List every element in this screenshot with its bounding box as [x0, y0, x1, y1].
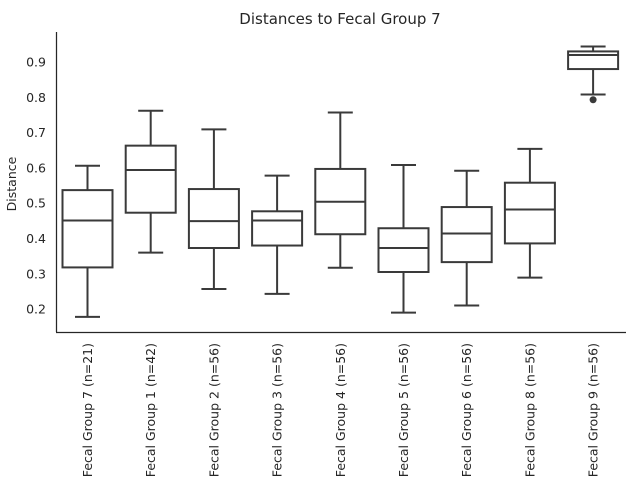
y-tick-label: 0.3 — [26, 266, 46, 281]
x-tick-label: Fecal Group 7 (n=21) — [80, 343, 95, 477]
box-iqr — [124, 144, 177, 214]
x-tick-label: Fecal Group 8 (n=56) — [522, 343, 537, 477]
y-tick-labels: 0.2 0.3 0.4 0.5 0.6 0.7 0.8 0.9 — [26, 55, 46, 317]
box-iqr — [61, 189, 114, 269]
box-group — [377, 164, 430, 314]
y-tick-label: 0.8 — [26, 90, 46, 105]
box-group — [440, 169, 493, 307]
y-tick-label: 0.7 — [26, 125, 46, 140]
x-tick-label: Fecal Group 4 (n=56) — [333, 343, 348, 477]
box-iqr — [251, 210, 304, 247]
box-group — [187, 128, 240, 290]
x-tick-label: Fecal Group 5 (n=56) — [396, 343, 411, 477]
box-group — [61, 164, 114, 318]
x-tick-label: Fecal Group 3 (n=56) — [270, 343, 285, 477]
y-axis-label: Distance — [4, 156, 19, 211]
box-group — [251, 174, 304, 295]
box-group — [503, 147, 556, 279]
y-tick-label: 0.4 — [26, 231, 46, 246]
y-tick-label: 0.9 — [26, 55, 46, 70]
y-tick-label: 0.6 — [26, 160, 46, 175]
box-iqr — [377, 227, 430, 273]
box-iqr — [503, 181, 556, 245]
x-tick-labels: Fecal Group 7 (n=21) Fecal Group 1 (n=42)… — [80, 343, 601, 477]
box-group — [124, 109, 177, 254]
y-tick-label: 0.5 — [26, 196, 46, 211]
x-tick-label: Fecal Group 2 (n=56) — [206, 343, 221, 477]
box-series — [61, 45, 620, 318]
x-tick-label: Fecal Group 6 (n=56) — [459, 343, 474, 477]
chart-title: Distances to Fecal Group 7 — [239, 10, 440, 28]
box-group — [567, 45, 620, 104]
x-tick-label: Fecal Group 1 (n=42) — [143, 343, 158, 477]
outlier-point — [589, 96, 597, 104]
box-iqr — [440, 206, 493, 264]
box-group — [314, 111, 367, 269]
box-iqr — [187, 188, 240, 249]
y-tick-label: 0.2 — [26, 302, 46, 317]
x-tick-label: Fecal Group 9 (n=56) — [586, 343, 601, 477]
